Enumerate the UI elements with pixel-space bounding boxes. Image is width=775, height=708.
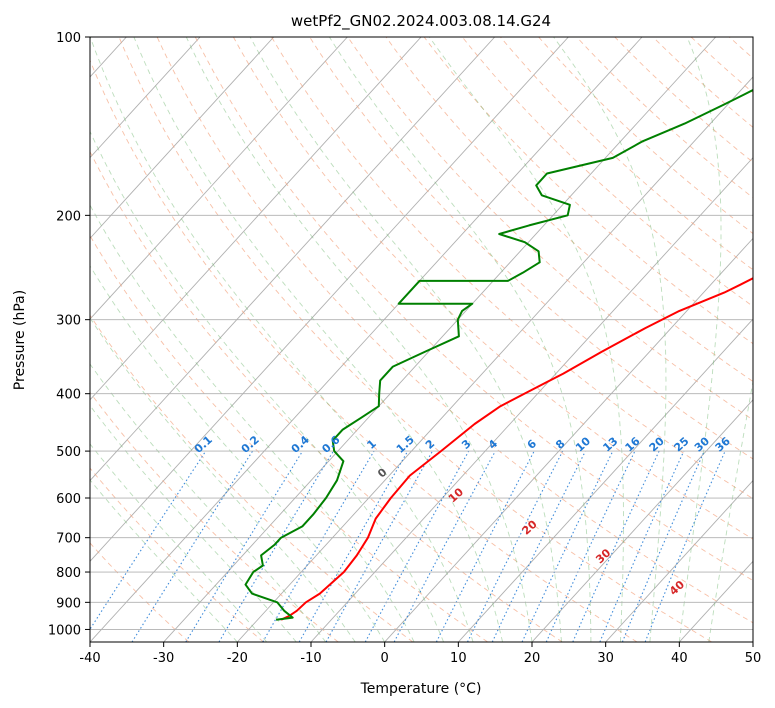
- isotherm-line: [90, 37, 275, 240]
- moist-adiabat-line: [90, 317, 356, 642]
- y-tick-label: 800: [56, 566, 81, 581]
- dry-adiabat-line: [156, 37, 753, 624]
- dewpoint-trace: [244, 88, 753, 621]
- isotherm-line: [531, 399, 753, 642]
- background-lines: [90, 37, 753, 642]
- mixing-ratio-line: [644, 450, 726, 642]
- isotherm-line: [163, 37, 717, 642]
- isotherm-line: [237, 76, 753, 642]
- mixing-ratio-line: [572, 450, 660, 642]
- mixing-ratio-line: [393, 450, 496, 642]
- moist-adiabat-line: [708, 379, 753, 642]
- y-axis-label: Pressure (hPa): [12, 290, 28, 390]
- isotherm-line: [90, 37, 348, 320]
- x-tick-label: -40: [79, 651, 100, 666]
- x-tick-label: 0: [381, 651, 389, 666]
- x-tick-label: 40: [671, 651, 688, 666]
- isotherm-line: [90, 37, 201, 159]
- dry-adiabat-line: [194, 37, 753, 582]
- isotherm-line: [90, 37, 569, 562]
- plot-frame: [89, 36, 754, 643]
- y-axis-ticks: 100 200 300 400 500 600 700 800 900 1000: [48, 31, 90, 638]
- isotherm-line: [90, 37, 643, 642]
- mixing-ratio-line: [467, 450, 564, 642]
- moist-adiabat-line: [428, 37, 624, 642]
- mixing-ratio-line: [364, 450, 470, 642]
- y-tick-label: 1000: [48, 623, 81, 638]
- x-tick-label: -10: [300, 651, 321, 666]
- x-axis-label: Temperature (°C): [360, 681, 482, 697]
- moist-adiabat-line: [90, 404, 297, 642]
- mixing-ratio-line: [325, 450, 433, 642]
- mixing-ratio-line: [131, 450, 254, 642]
- dry-adiabat-line: [271, 37, 753, 500]
- x-tick-label: -30: [153, 651, 174, 666]
- mixing-ratio-line: [599, 450, 685, 642]
- isotherm-line: [90, 37, 496, 482]
- y-tick-label: 700: [56, 532, 81, 547]
- y-tick-label: 100: [56, 31, 81, 46]
- dry-adiabat-line: [90, 150, 563, 642]
- isotherm-line: [605, 479, 753, 642]
- isotherm-line: [384, 237, 753, 642]
- isotherm-line: [458, 318, 753, 642]
- dry-adiabat-line: [90, 467, 264, 642]
- mixing-ratio-line: [90, 450, 207, 631]
- y-tick-label: 900: [56, 596, 81, 611]
- temperature-trace: [280, 277, 753, 621]
- moist-adiabat-line: [90, 130, 445, 642]
- dry-adiabat-line: [90, 234, 488, 642]
- moist-adiabat-line: [90, 265, 386, 642]
- moist-adiabat-line: [90, 204, 415, 642]
- mixing-ratio-line: [621, 450, 705, 642]
- moist-adiabat-line: [90, 37, 474, 642]
- moist-adiabat-line: [90, 363, 327, 642]
- x-tick-label: 20: [524, 651, 541, 666]
- moist-adiabat-line: [90, 479, 238, 642]
- dry-adiabat-line: [461, 37, 753, 307]
- x-tick-label: -20: [227, 651, 248, 666]
- y-tick-label: 400: [56, 388, 81, 403]
- chart-title: wetPf2_GN02.2024.003.08.14.G24: [291, 12, 551, 31]
- y-tick-label: 300: [56, 314, 81, 329]
- moist-adiabat-line: [678, 37, 722, 642]
- sounding-traces: [244, 88, 753, 621]
- mixing-ratio-line: [185, 450, 304, 642]
- x-tick-label: 50: [745, 651, 762, 666]
- y-tick-label: 200: [56, 209, 81, 224]
- x-axis-ticks: -40 -30 -20 -10 0 10 20 30 40 50: [79, 642, 761, 666]
- dry-adiabat-line: [347, 37, 753, 421]
- moist-adiabat-line: [329, 37, 592, 642]
- y-tick-label: 500: [56, 445, 81, 460]
- x-tick-label: 30: [597, 651, 614, 666]
- moist-adiabat-line: [249, 37, 562, 642]
- isotherm-line: [90, 37, 422, 401]
- moist-adiabat-line: [133, 37, 503, 642]
- x-tick-label: 10: [450, 651, 467, 666]
- y-tick-label: 600: [56, 492, 81, 507]
- moist-adiabat-line: [553, 37, 667, 642]
- isotherm-line: [310, 156, 753, 642]
- moist-adiabat-line: [90, 443, 268, 642]
- pressure-grid: [90, 214, 753, 630]
- dry-adiabat-line: [90, 314, 414, 642]
